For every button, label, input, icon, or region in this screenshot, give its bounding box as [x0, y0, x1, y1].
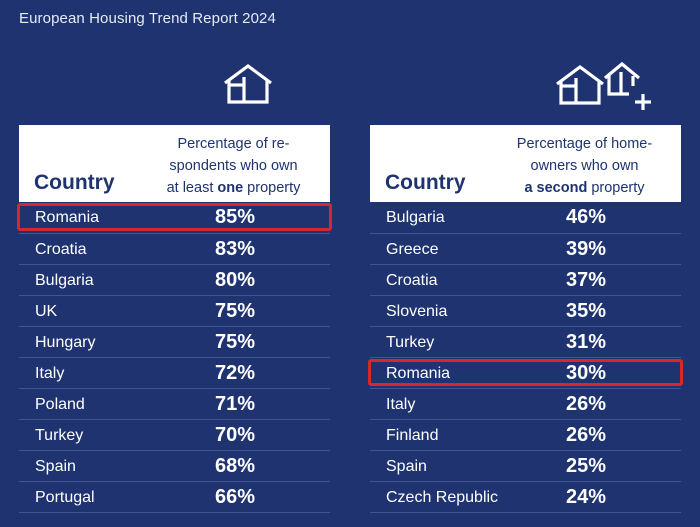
table-row: Bulgaria 46% [370, 202, 681, 234]
percentage-cell: 26% [566, 393, 607, 415]
country-cell: Turkey [35, 427, 84, 444]
percentage-cell: 30% [566, 362, 607, 384]
country-cell: Portugal [35, 489, 95, 506]
percentage-cell: 71% [215, 393, 256, 415]
country-cell: Spain [386, 458, 427, 475]
header-line-2: owners who own [530, 158, 639, 174]
country-cell: Bulgaria [386, 209, 445, 226]
percentage-cell: 72% [215, 362, 256, 384]
column-header-country: Country [385, 171, 466, 194]
column-header-percentage: Percentage of home- owners who own a sec… [502, 133, 667, 199]
table-row: Finland 26% [370, 420, 681, 451]
column-header-percentage: Percentage of re- spondents who own at l… [151, 133, 316, 199]
percentage-cell: 26% [566, 424, 607, 446]
country-cell: Croatia [35, 241, 87, 258]
country-cell: Finland [386, 427, 439, 444]
table-row: Croatia 37% [370, 265, 681, 296]
table-header: Country Percentage of home- owners who o… [370, 125, 681, 202]
table-row: Hungary 75% [19, 327, 330, 358]
table-row: Turkey 70% [19, 420, 330, 451]
country-cell: Italy [386, 396, 416, 413]
percentage-cell: 39% [566, 238, 607, 260]
header-line-3: a second property [502, 177, 667, 199]
percentage-cell: 24% [566, 486, 607, 508]
table-own-second-property: Country Percentage of home- owners who o… [368, 125, 683, 513]
country-cell: Croatia [386, 272, 438, 289]
percentage-cell: 83% [215, 238, 256, 260]
percentage-cell: 70% [215, 424, 256, 446]
country-cell: Romania [386, 365, 451, 382]
table-row: Bulgaria 80% [19, 265, 330, 296]
table-row: Croatia 83% [19, 234, 330, 265]
table-body: Romania 85% Croatia 83% Bulgaria 80% UK 75% Hung… [17, 202, 332, 513]
house-icon [224, 64, 272, 104]
percentage-cell: 37% [566, 269, 607, 291]
table-row: Turkey 31% [370, 327, 681, 358]
percentage-cell: 75% [215, 300, 256, 322]
percentage-cell: 35% [566, 300, 607, 322]
table-row: Slovenia 35% [370, 296, 681, 327]
table-body: Bulgaria 46% Greece 39% Croatia 37% Slovenia 35… [368, 202, 683, 513]
header-line-1: Percentage of home- [516, 136, 653, 152]
table-row: Portugal 66% [19, 482, 330, 513]
country-cell: Romania [35, 209, 100, 226]
country-cell: Spain [35, 458, 76, 475]
percentage-cell: 68% [215, 455, 256, 477]
table-row: Italy 26% [370, 389, 681, 420]
country-cell: Slovenia [386, 303, 448, 320]
header-line-3-post: property [587, 180, 645, 196]
header-line-2: spondents who own [169, 158, 298, 174]
header-line-3: at least one property [151, 177, 316, 199]
table-own-one-property: Country Percentage of re- spondents who … [17, 125, 332, 513]
country-cell: Bulgaria [35, 272, 94, 289]
header-line-1: Percentage of re- [177, 136, 290, 152]
percentage-cell: 85% [215, 206, 256, 228]
percentage-cell: 66% [215, 486, 256, 508]
table-row: Romania 85% [17, 202, 332, 234]
header-line-3-bold: one [217, 180, 244, 196]
country-cell: Czech Republic [386, 489, 499, 506]
table-row: Greece 39% [370, 234, 681, 265]
table-row: Czech Republic 24% [370, 482, 681, 513]
table-row: UK 75% [19, 296, 330, 327]
country-cell: Hungary [35, 334, 96, 351]
column-header-country: Country [34, 171, 115, 194]
percentage-cell: 75% [215, 331, 256, 353]
table-row: Romania 30% [368, 358, 683, 389]
table-row: Spain 25% [370, 451, 681, 482]
header-line-3-bold: a second [524, 180, 588, 196]
country-cell: UK [35, 303, 58, 320]
table-header: Country Percentage of re- spondents who … [19, 125, 330, 202]
country-cell: Italy [35, 365, 65, 382]
country-cell: Turkey [386, 334, 435, 351]
table-row: Poland 71% [19, 389, 330, 420]
country-cell: Poland [35, 396, 85, 413]
percentage-cell: 80% [215, 269, 256, 291]
table-row: Spain 68% [19, 451, 330, 482]
header-line-3-post: property [243, 180, 301, 196]
second-house-plus-icon [556, 61, 651, 110]
percentage-cell: 31% [566, 331, 607, 353]
percentage-cell: 25% [566, 455, 607, 477]
header-line-3-pre: at least [166, 180, 218, 196]
percentage-cell: 46% [566, 206, 607, 228]
table-row: Italy 72% [19, 358, 330, 389]
report-title: European Housing Trend Report 2024 [19, 10, 276, 27]
country-cell: Greece [386, 241, 439, 258]
